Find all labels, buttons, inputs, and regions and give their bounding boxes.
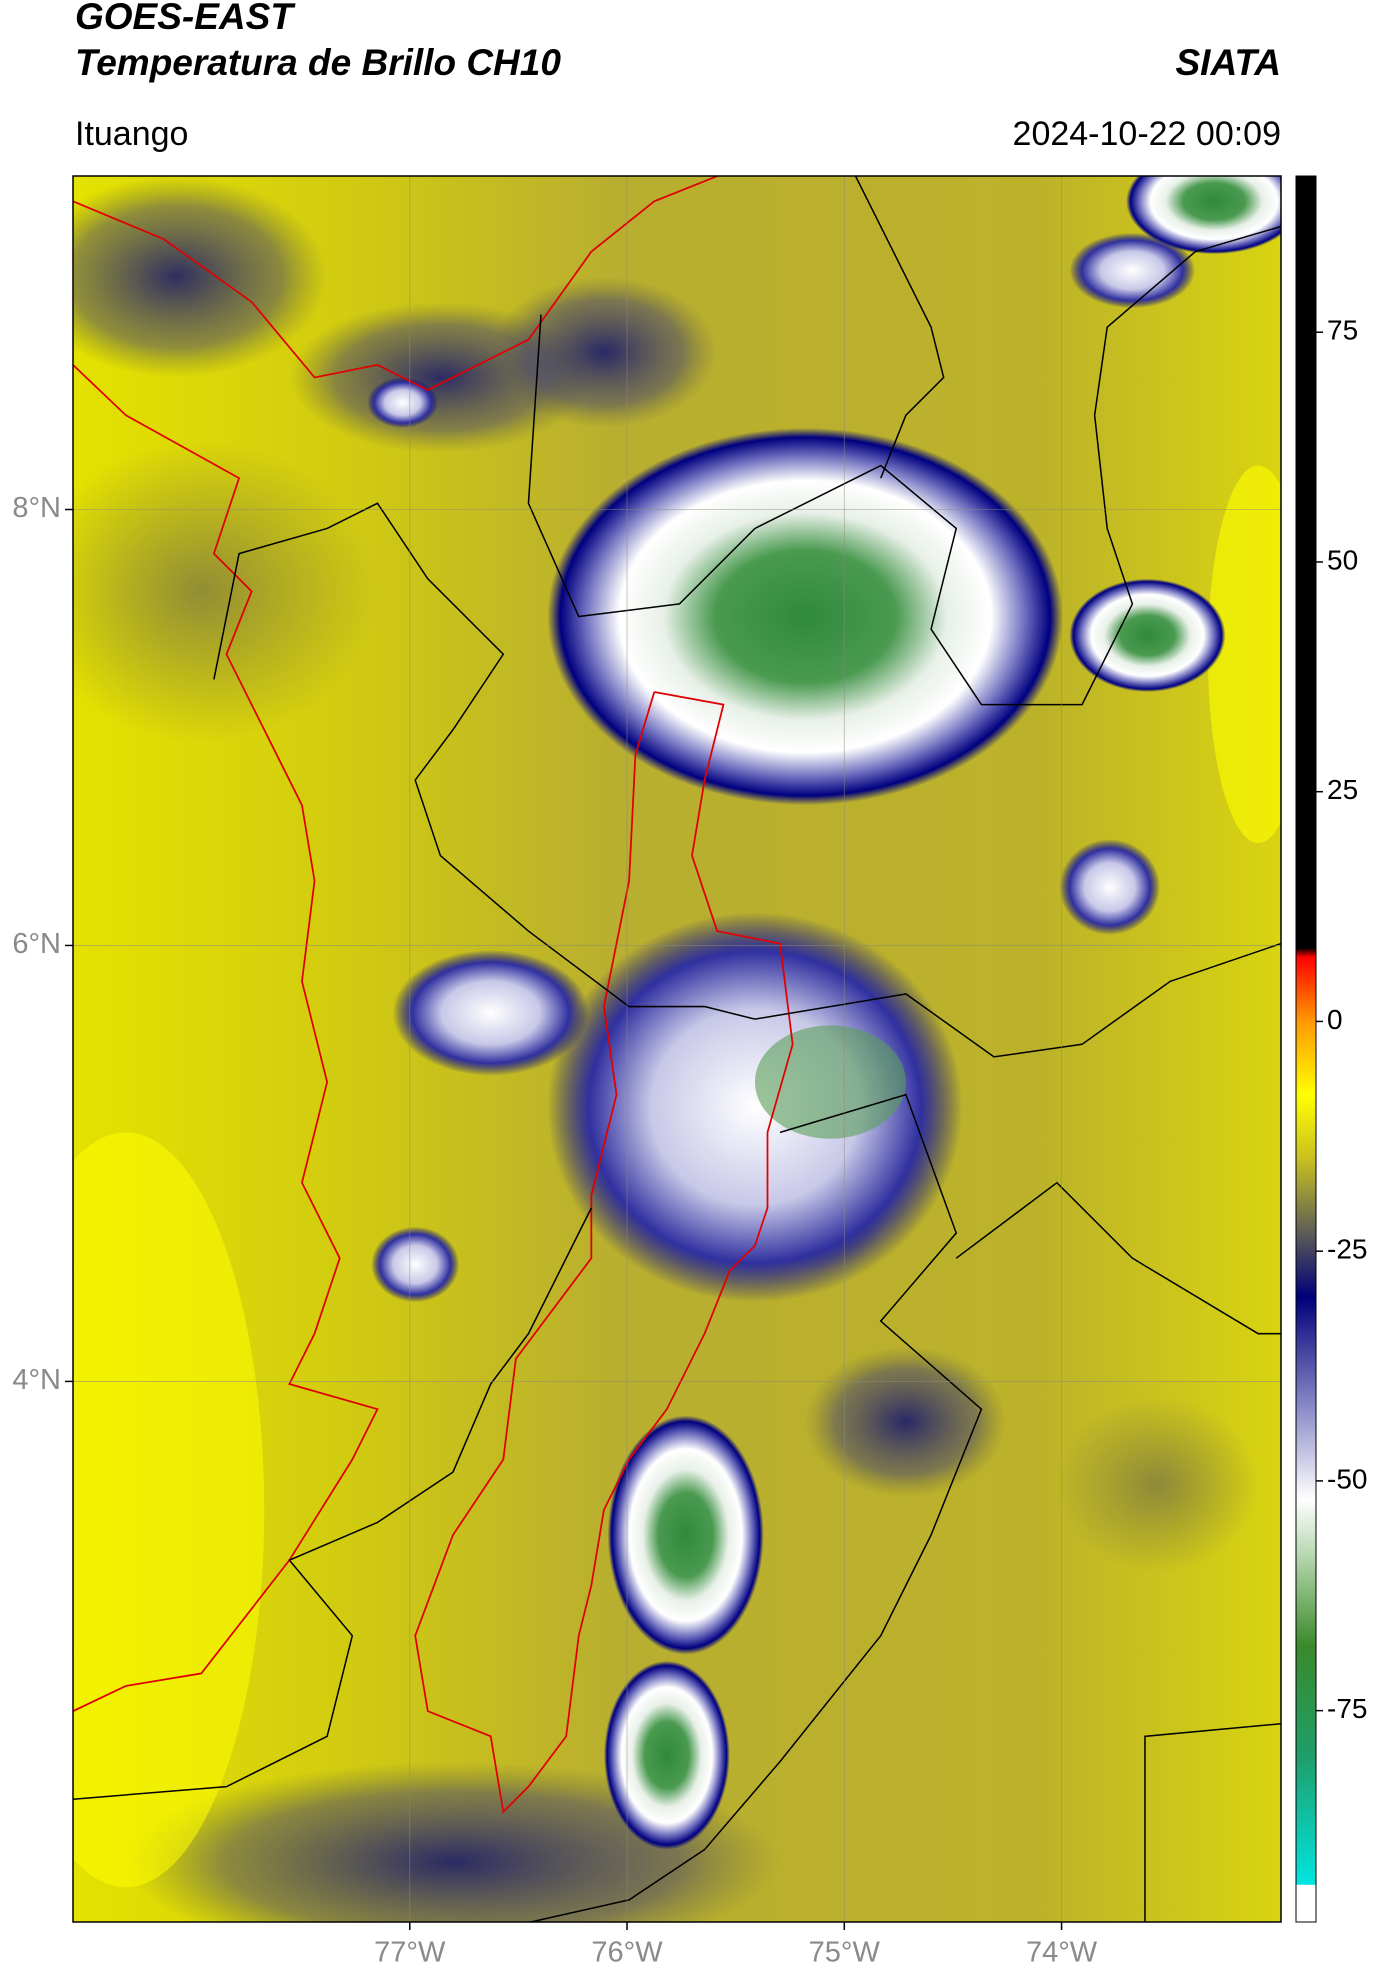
- map-image: [73, 176, 1281, 1922]
- colorbar-label: 50: [1327, 544, 1358, 575]
- lon-label: 74°W: [1026, 1937, 1098, 1969]
- product: Temperatura de Brillo CH10: [75, 42, 561, 83]
- lon-label: 76°W: [591, 1937, 663, 1969]
- colorbar-label: 25: [1327, 774, 1358, 805]
- colorbar-label: -50: [1327, 1463, 1367, 1494]
- colorbar-label: -25: [1327, 1234, 1367, 1265]
- location: Ituango: [75, 115, 188, 153]
- lon-label: 75°W: [809, 1937, 881, 1969]
- lat-label: 6°N: [12, 928, 61, 960]
- colorbar: [1295, 175, 1317, 1923]
- lat-label: 4°N: [12, 1364, 61, 1396]
- lon-label: 77°W: [374, 1937, 446, 1969]
- timestamp: 2024-10-22 00:09: [1013, 115, 1281, 153]
- organization: SIATA: [1175, 42, 1281, 83]
- colorbar-label: 75: [1327, 315, 1358, 346]
- map-frame: [72, 175, 1282, 1923]
- grid: [73, 176, 1281, 1922]
- colorbar-label: -75: [1327, 1693, 1367, 1724]
- lat-label: 8°N: [12, 492, 61, 524]
- colorbar-label: 0: [1327, 1004, 1343, 1035]
- satellite: GOES-EAST: [75, 0, 296, 37]
